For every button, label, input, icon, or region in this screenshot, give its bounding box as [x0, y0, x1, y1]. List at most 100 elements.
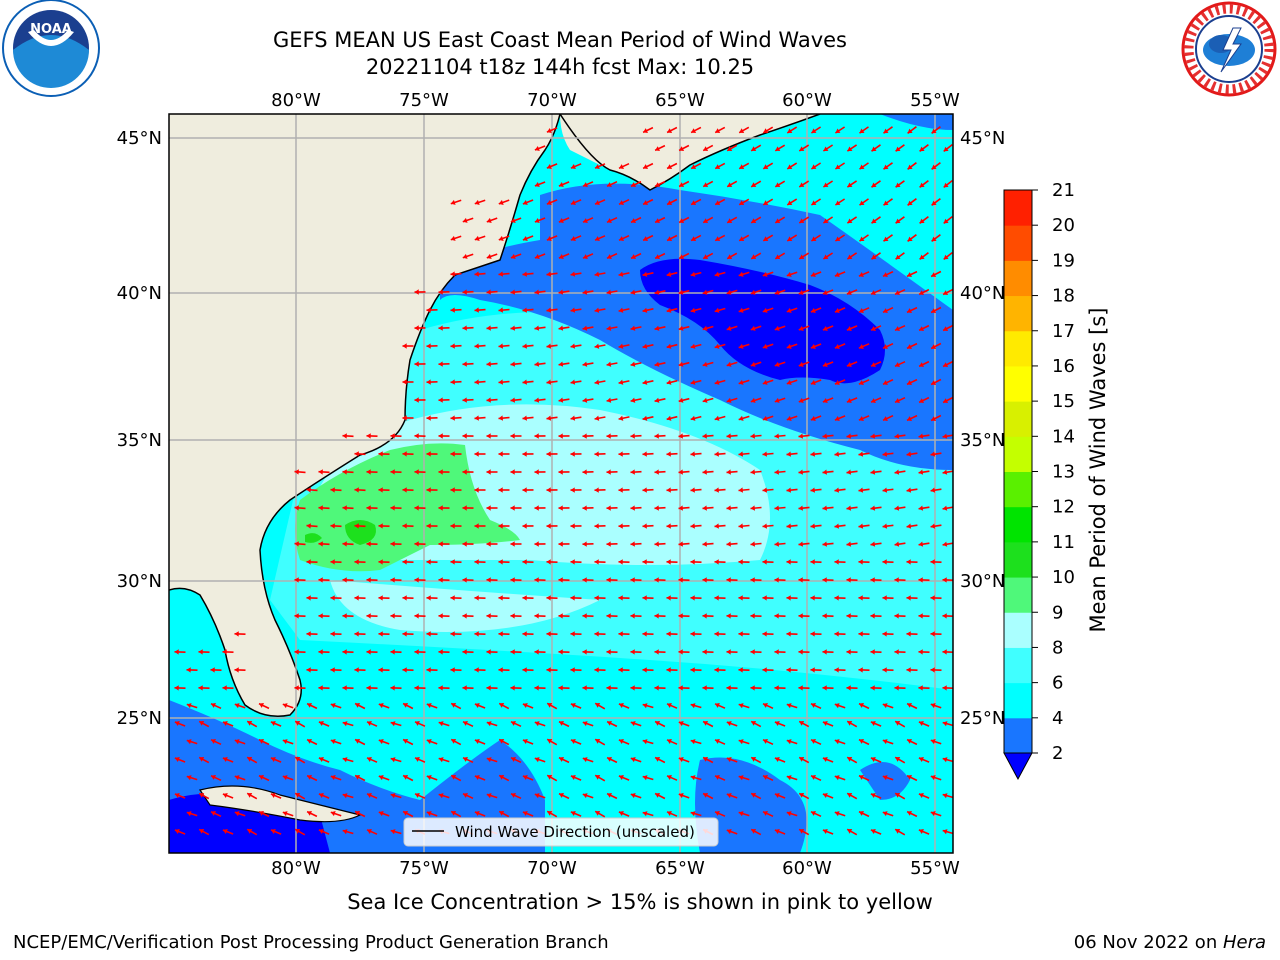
- wave-direction-arrowhead: [870, 721, 876, 726]
- wave-direction-arrowhead: [486, 757, 492, 763]
- wave-direction-arrowhead: [702, 649, 707, 655]
- wave-direction-arrowhead: [643, 236, 648, 241]
- wave-direction-arrowhead: [462, 541, 467, 547]
- wave-direction-arrowhead: [690, 343, 696, 349]
- wave-direction-arrowhead: [270, 721, 276, 726]
- wave-direction-arrowhead: [955, 380, 960, 385]
- wave-direction-arrowhead: [618, 343, 624, 349]
- wave-direction-arrowhead: [354, 631, 359, 637]
- wave-direction-arrowhead: [534, 577, 539, 583]
- wave-direction-arrowhead: [943, 362, 949, 367]
- colorbar-tick-label: 17: [1052, 321, 1075, 342]
- wave-direction-arrowhead: [499, 739, 505, 744]
- wave-direction-arrowhead: [534, 361, 540, 367]
- wave-direction-arrowhead: [654, 325, 660, 331]
- chart-title: GEFS MEAN US East Coast Mean Period of W…: [273, 28, 847, 52]
- wave-direction-arrowhead: [738, 739, 744, 745]
- wave-direction-arrowhead: [751, 829, 757, 834]
- wave-direction-arrowhead: [942, 505, 948, 511]
- wave-direction-arrowhead: [810, 559, 815, 565]
- wave-direction-arrowhead: [438, 649, 443, 655]
- wave-direction-arrowhead: [703, 146, 709, 151]
- wave-direction-arrowhead: [930, 775, 936, 781]
- wave-direction-arrowhead: [318, 577, 323, 583]
- wave-direction-arrowhead: [678, 757, 684, 763]
- wave-direction-arrowhead: [547, 811, 553, 816]
- wave-direction-arrowhead: [739, 164, 745, 169]
- wave-direction-arrowhead: [727, 182, 733, 187]
- wave-direction-arrowhead: [714, 379, 720, 385]
- wave-direction-arrowhead: [414, 289, 419, 295]
- wave-direction-arrowhead: [462, 433, 467, 439]
- wave-direction-arrowhead: [486, 253, 492, 259]
- wave-direction-arrowhead: [642, 523, 647, 529]
- wave-direction-arrowhead: [174, 721, 180, 726]
- wave-direction-arrowhead: [834, 308, 840, 313]
- wave-direction-arrowhead: [595, 739, 601, 744]
- wave-direction-arrowhead: [822, 469, 827, 475]
- wave-direction-arrowhead: [282, 811, 288, 817]
- wave-direction-arrowhead: [667, 811, 672, 816]
- lat-labels-left: 45°N 40°N 35°N 30°N 25°N: [117, 128, 162, 729]
- wave-direction-arrowhead: [570, 451, 575, 457]
- wave-direction-arrowhead: [859, 128, 865, 134]
- wave-direction-arrowhead: [570, 775, 576, 780]
- wave-direction-arrowhead: [642, 307, 648, 313]
- wave-direction-arrowhead: [318, 505, 323, 511]
- wave-direction-arrowhead: [366, 649, 371, 655]
- wave-direction-arrowhead: [534, 325, 540, 331]
- wave-direction-arrowhead: [522, 271, 527, 277]
- wave-direction-arrowhead: [582, 685, 587, 691]
- wave-direction-arrowhead: [690, 703, 696, 709]
- wave-direction-arrowhead: [498, 451, 503, 457]
- lat-label: 35°N: [960, 430, 1005, 451]
- wave-direction-arrowhead: [414, 505, 419, 511]
- noaa-logo-text: NOAA: [30, 22, 72, 37]
- wave-direction-arrowhead: [750, 649, 755, 655]
- wave-direction-arrowhead: [354, 667, 359, 673]
- wave-direction-arrow: [955, 525, 966, 527]
- wave-direction-arrowhead: [883, 164, 889, 170]
- wave-direction-arrowhead: [630, 433, 635, 439]
- wave-direction-arrowhead: [462, 685, 467, 691]
- wave-direction-arrowhead: [294, 577, 299, 583]
- wave-direction-arrowhead: [895, 721, 901, 726]
- wave-direction-arrowhead: [822, 362, 828, 367]
- wave-direction-arrowhead: [390, 613, 395, 619]
- wave-direction-arrowhead: [318, 685, 323, 691]
- wave-direction-arrowhead: [774, 325, 780, 331]
- wave-direction-arrowhead: [858, 451, 864, 457]
- wave-direction-arrowhead: [330, 559, 335, 565]
- wave-direction-arrowhead: [702, 577, 707, 583]
- wave-direction-arrowhead: [366, 505, 371, 511]
- wave-direction-arrowhead: [534, 613, 539, 619]
- wave-direction-arrowhead: [234, 811, 240, 817]
- wave-direction-arrowhead: [546, 523, 551, 529]
- wave-direction-arrowhead: [234, 631, 239, 637]
- wave-direction-arrowhead: [583, 254, 588, 259]
- wave-direction-arrowhead: [654, 397, 660, 403]
- wave-direction-arrowhead: [942, 829, 948, 835]
- colorbar-tick-label: 20: [1052, 215, 1075, 236]
- wave-direction-arrowhead: [606, 541, 611, 547]
- wave-direction-arrowhead: [655, 721, 661, 726]
- wave-direction-arrowhead: [895, 362, 900, 367]
- wave-direction-arrowhead: [750, 613, 755, 619]
- wave-direction-arrowhead: [822, 290, 828, 295]
- wave-direction-arrowhead: [355, 775, 361, 780]
- wave-direction-arrowhead: [907, 775, 912, 780]
- wave-direction-arrowhead: [606, 577, 611, 583]
- wave-direction-arrowhead: [534, 469, 539, 475]
- wave-direction-arrowhead: [342, 721, 348, 727]
- wave-direction-arrowhead: [582, 289, 588, 295]
- wave-direction-arrowhead: [282, 775, 288, 781]
- wave-direction-arrowhead: [534, 685, 539, 691]
- wave-direction-arrowhead: [318, 721, 324, 726]
- wave-direction-arrowhead: [415, 757, 420, 762]
- wave-direction-arrowhead: [906, 559, 911, 565]
- wave-direction-arrowhead: [871, 290, 876, 295]
- wave-direction-arrowhead: [726, 685, 731, 691]
- wave-direction-arrowhead: [486, 613, 491, 619]
- wave-direction-arrowhead: [703, 757, 709, 762]
- wave-direction-arrowhead: [786, 667, 791, 673]
